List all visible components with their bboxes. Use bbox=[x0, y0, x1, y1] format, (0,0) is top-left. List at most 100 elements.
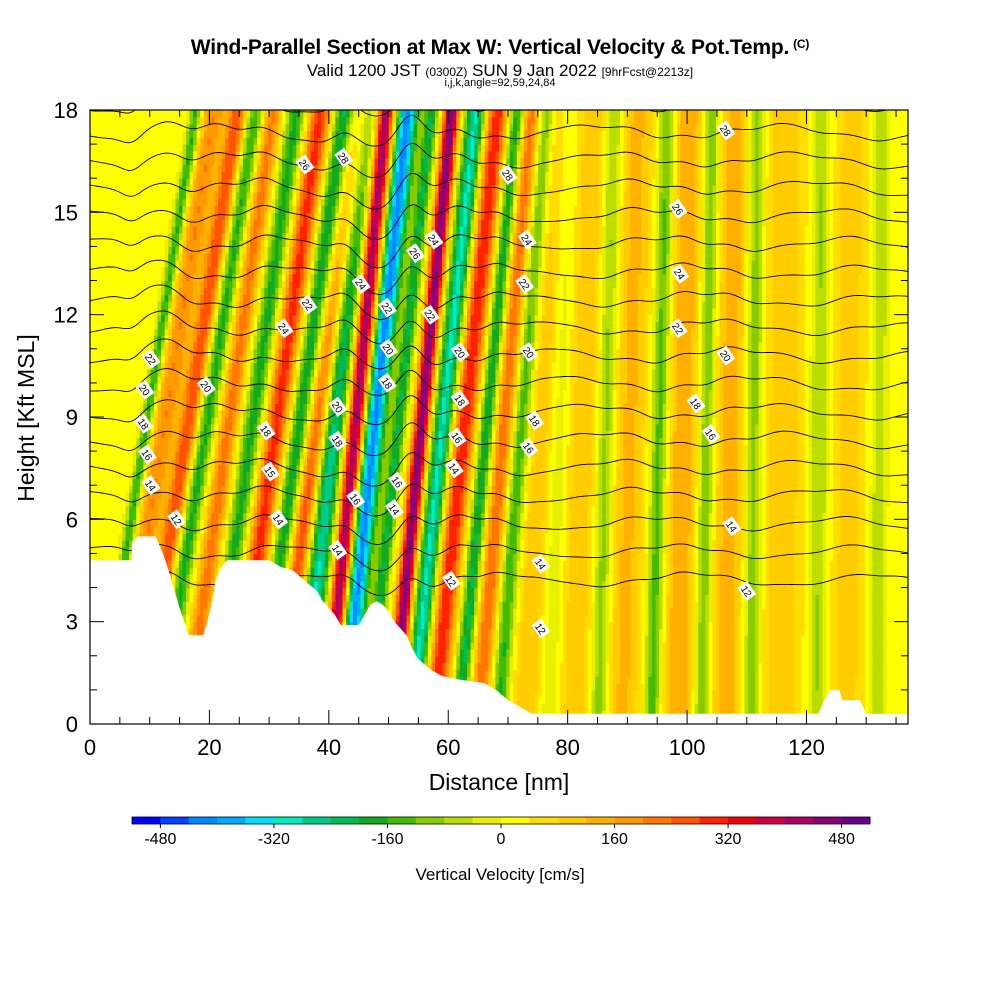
colorbar-swatch bbox=[642, 817, 672, 824]
colorbar-swatch bbox=[330, 817, 360, 824]
contour-label: 26 bbox=[295, 154, 315, 175]
theta-contour bbox=[90, 338, 908, 370]
x-tick-label: 80 bbox=[555, 735, 579, 760]
contour-label: 20 bbox=[716, 345, 736, 366]
valid-time: Valid 1200 JST bbox=[306, 61, 421, 80]
contour-label: 24 bbox=[424, 229, 444, 250]
valid-utc: (0300Z) bbox=[425, 65, 468, 79]
theta-contour bbox=[90, 142, 908, 179]
contour-label: 18 bbox=[328, 430, 348, 451]
theta-contour bbox=[90, 204, 908, 240]
contour-label: 20 bbox=[328, 396, 348, 417]
theta-contour bbox=[90, 172, 908, 210]
chart-subtitle: Valid 1200 JST (0300Z) SUN 9 Jan 2022 [9… bbox=[0, 61, 1000, 81]
contour-label: 24 bbox=[670, 263, 690, 284]
x-tick-label: 0 bbox=[84, 735, 96, 760]
theta-contour bbox=[90, 422, 908, 457]
contour-label: 22 bbox=[298, 294, 318, 315]
x-tick-label: 120 bbox=[788, 735, 825, 760]
colorbar-swatch bbox=[784, 817, 814, 824]
theta-contour bbox=[90, 452, 908, 487]
title-tag: (C) bbox=[793, 37, 810, 51]
contour-label: 16 bbox=[346, 488, 366, 509]
contour-label: 24 bbox=[517, 229, 537, 250]
colorbar-swatch bbox=[671, 817, 701, 824]
y-tick-label: 6 bbox=[66, 507, 78, 532]
y-tick-label: 15 bbox=[54, 200, 78, 225]
theta-contours bbox=[90, 110, 908, 597]
y-tick-label: 18 bbox=[54, 98, 78, 123]
contour-label: 14 bbox=[141, 475, 161, 496]
contour-label: 20 bbox=[378, 338, 399, 359]
x-tick-label: 60 bbox=[436, 735, 460, 760]
theta-contour bbox=[90, 114, 908, 147]
contour-label: 28 bbox=[716, 120, 736, 141]
contour-label: 24 bbox=[351, 274, 371, 294]
contour-label: 18 bbox=[525, 410, 545, 431]
theta-contour bbox=[90, 234, 908, 269]
y-tick-label: 9 bbox=[66, 405, 78, 430]
colorbar-swatch bbox=[273, 817, 303, 824]
x-tick-label: 40 bbox=[317, 735, 341, 760]
colorbar-swatch bbox=[359, 817, 388, 824]
title-text: Wind-Parallel Section at Max W: Vertical… bbox=[190, 36, 790, 59]
chart-title: Wind-Parallel Section at Max W: Vertical… bbox=[0, 36, 1000, 60]
y-tick-label: 12 bbox=[54, 303, 78, 328]
contour-label: 18 bbox=[377, 372, 397, 393]
contour-label: 26 bbox=[668, 198, 688, 219]
colorbar-tick-label: 480 bbox=[828, 831, 855, 848]
y-tick-label: 3 bbox=[66, 610, 78, 635]
contour-label: 14 bbox=[531, 553, 551, 574]
terrain bbox=[90, 536, 908, 725]
contour-label: 14 bbox=[269, 509, 289, 530]
contour-label: 14 bbox=[384, 499, 405, 520]
colorbar-tick-label: 160 bbox=[601, 831, 628, 848]
contour-label: 18 bbox=[686, 393, 706, 414]
colorbar-swatch bbox=[472, 817, 502, 824]
contour-label: 24 bbox=[274, 318, 294, 339]
colorbar-swatch bbox=[217, 817, 246, 824]
y-axis-label: Height [Kft MSL] bbox=[13, 334, 39, 501]
theta-contour bbox=[90, 368, 908, 396]
contour-label: 26 bbox=[405, 243, 425, 264]
contour-label: 14 bbox=[444, 458, 464, 479]
contour-label: 16 bbox=[387, 471, 408, 492]
contour-label: 28 bbox=[334, 147, 354, 168]
contour-label: 12 bbox=[167, 509, 187, 530]
y-axis: 0 3 6 9 12 15 18 bbox=[54, 98, 908, 737]
colorbar-swatch bbox=[387, 817, 417, 824]
colorbar-swatch bbox=[415, 817, 445, 824]
contour-label: 20 bbox=[196, 376, 216, 397]
colorbar-tick-label: -320 bbox=[258, 831, 290, 848]
contour-label: 12 bbox=[737, 581, 757, 601]
colorbar-swatch bbox=[728, 817, 757, 824]
contour-label: 18 bbox=[450, 389, 470, 410]
colorbar-swatch bbox=[614, 817, 644, 824]
colorbar-tick-label: 320 bbox=[715, 831, 742, 848]
colorbar-swatch bbox=[813, 817, 843, 824]
theta-contour bbox=[90, 259, 908, 295]
colorbar-swatch bbox=[699, 817, 729, 824]
y-tick-label: 0 bbox=[66, 712, 78, 737]
colorbar: -480 -320 -160 0 160 320 480 bbox=[131, 816, 871, 848]
x-axis: 0 20 40 60 80 100 120 bbox=[84, 110, 897, 760]
contour-label: 22 bbox=[141, 349, 161, 369]
colorbar-swatch bbox=[501, 817, 530, 824]
contour-label: 14 bbox=[722, 516, 742, 537]
colorbar-swatch bbox=[529, 817, 559, 824]
contour-label: 16 bbox=[519, 437, 539, 458]
contour-label: 14 bbox=[328, 540, 348, 560]
contour-label: 15 bbox=[260, 461, 280, 482]
colorbar-swatch bbox=[132, 817, 161, 824]
theta-contour bbox=[90, 483, 908, 517]
colorbar-swatch bbox=[444, 817, 474, 824]
colorbar-tick-label: 0 bbox=[497, 831, 506, 848]
theta-contour bbox=[90, 395, 908, 426]
contour-label: 18 bbox=[256, 420, 276, 441]
colorbar-swatch bbox=[160, 817, 190, 824]
contour-label: 12 bbox=[441, 570, 461, 591]
colorbar-swatch bbox=[245, 817, 275, 824]
contour-label: 18 bbox=[134, 413, 154, 434]
